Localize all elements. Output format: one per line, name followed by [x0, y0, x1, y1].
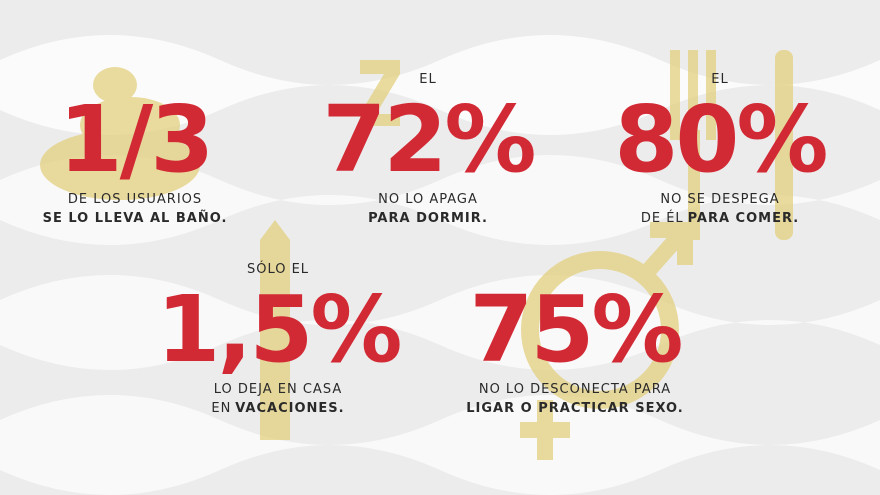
- stat-value: 1,5%: [156, 276, 402, 383]
- text-segment: PARA COMER.: [687, 211, 800, 226]
- text-segment: DE LOS USUARIOS: [67, 192, 203, 207]
- text-segment: NO SE DESPEGA: [660, 192, 780, 207]
- stat-line: NO LO DESCONECTA PARA: [466, 380, 683, 399]
- stat-line: EN VACACIONES.: [156, 399, 399, 418]
- text-segment: LIGAR O PRACTICAR SEXO.: [466, 401, 684, 416]
- stat: 1/3 DE LOS USUARIOS SE LO LLEVA AL BAÑO.: [43, 72, 228, 228]
- stat-line: NO SE DESPEGA: [614, 190, 825, 209]
- stat: EL 72% NO LO APAGA PARA DORMIR.: [322, 72, 536, 228]
- stat-line: LO DEJA EN CASA: [156, 380, 399, 399]
- stat-value: 72%: [322, 86, 536, 193]
- stat: EL 80% NO SE DESPEGA DE ÉL PARA COMER.: [614, 72, 828, 228]
- stat: 75% NO LO DESCONECTA PARA LIGAR O PRACTICA…: [466, 262, 683, 418]
- stat-prefix: EL: [419, 72, 437, 87]
- text-segment: LO DEJA EN CASA: [213, 382, 343, 397]
- stat-line: LIGAR O PRACTICAR SEXO.: [466, 399, 683, 418]
- text-segment: NO LO APAGA: [378, 192, 478, 207]
- stat-prefix: SÓLO EL: [246, 262, 310, 277]
- text-segment: SE LO LLEVA AL BAÑO.: [42, 211, 228, 226]
- stat-line: SE LO LLEVA AL BAÑO.: [43, 209, 228, 228]
- stat-line: DE LOS USUARIOS: [43, 190, 228, 209]
- text-segment: EN: [211, 401, 232, 416]
- text-segment: NO LO DESCONECTA PARA: [478, 382, 672, 397]
- stat-line: NO LO APAGA: [322, 190, 533, 209]
- text-segment: PARA DORMIR.: [368, 211, 488, 226]
- text-segment: VACACIONES.: [235, 401, 345, 416]
- stat-line: DE ÉL PARA COMER.: [614, 209, 825, 228]
- text-segment: DE ÉL: [640, 211, 684, 226]
- stat-prefix: EL: [711, 72, 729, 87]
- stat-value: 1/3: [58, 86, 215, 193]
- stat-value: 75%: [469, 276, 683, 383]
- stat: SÓLO EL 1,5% LO DEJA EN CASA EN VACACIONES.: [156, 262, 402, 418]
- stat-value: 80%: [614, 86, 828, 193]
- stat-line: PARA DORMIR.: [322, 209, 533, 228]
